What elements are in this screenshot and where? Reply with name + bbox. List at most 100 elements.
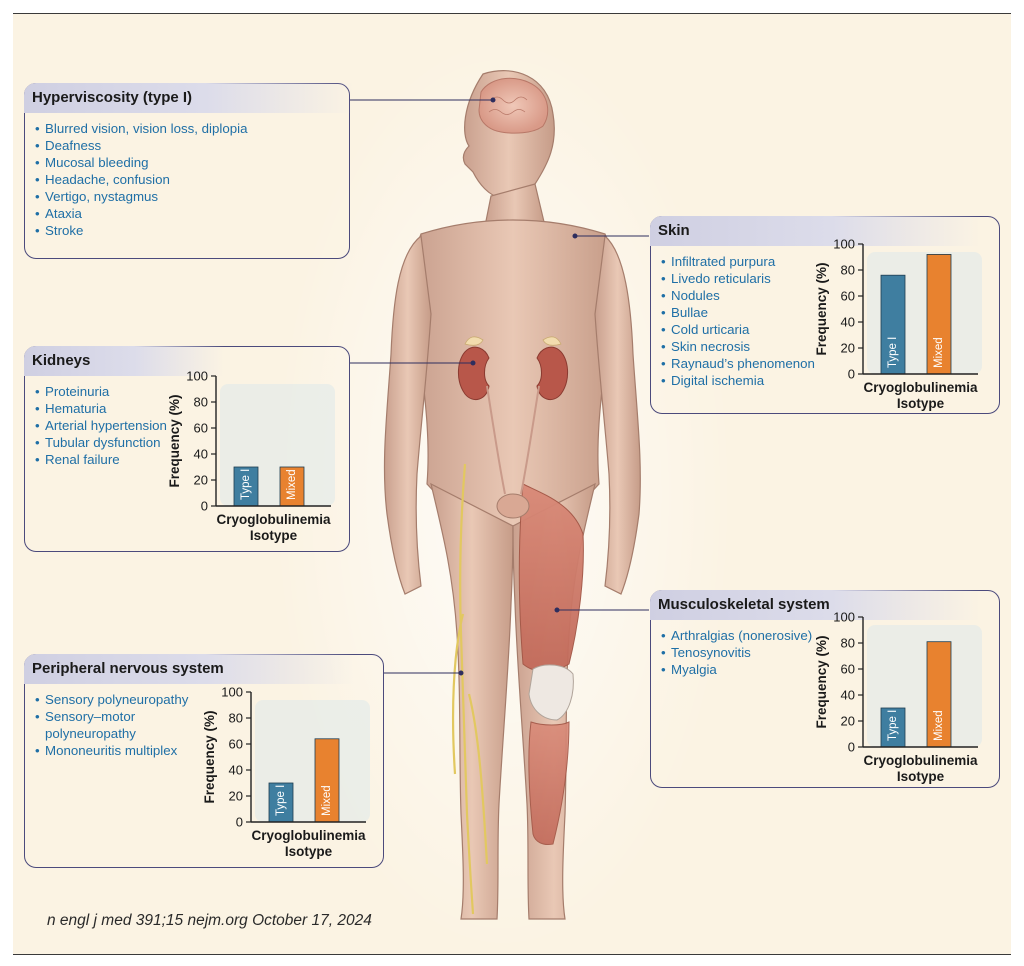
panel-nervous: Peripheral nervous system Sensory polyne… [24, 654, 384, 868]
y-tick-label: 60 [841, 662, 855, 677]
y-tick-label: 0 [236, 815, 243, 830]
chart-musculoskeletal: 0 20 40 60 80 100 Type I Mixed Frequency (%) Cryo… [814, 610, 982, 784]
list-item: Mononeuritis multiplex [35, 742, 188, 759]
calf-muscle [528, 721, 570, 845]
leader-dot-nervous [458, 670, 464, 676]
list-item: Livedo reticularis [661, 270, 815, 287]
y-axis-label: Frequency (%) [167, 394, 182, 487]
y-tick-label: 40 [194, 447, 208, 462]
x-axis-label: Cryoglobulinemia Isotype [251, 828, 366, 859]
symptom-list-kidneys: Proteinuria Hematuria Arterial hypertens… [35, 383, 167, 468]
y-tick-label: 80 [841, 636, 855, 651]
y-tick-label: 0 [201, 499, 208, 514]
list-item: Mucosal bleeding [35, 154, 248, 171]
citation: n engl j med 391;15 nejm.org October 17,… [47, 912, 372, 929]
bar-label: Mixed [933, 337, 945, 368]
y-tick-label: 20 [194, 473, 208, 488]
y-tick-label: 20 [841, 341, 855, 356]
leader-lines [349, 97, 649, 676]
y-axis-label: Frequency (%) [202, 710, 217, 803]
panel-title-musculoskeletal: Musculoskeletal system [650, 590, 980, 620]
ureters [486, 385, 540, 495]
y-axis-label: Frequency (%) [814, 262, 829, 355]
y-tick-label: 60 [841, 289, 855, 304]
list-item: Bullae [661, 304, 815, 321]
anatomy-illustration [273, 34, 733, 954]
y-tick-label: 80 [194, 395, 208, 410]
list-item: Digital ischemia [661, 372, 815, 389]
symptom-list-nervous: Sensory polyneuropathy Sensory–motor pol… [35, 691, 188, 759]
list-item: Raynaud’s phenomenon [661, 355, 815, 372]
bladder [496, 493, 530, 519]
sciatic-nerve [451, 463, 489, 915]
y-tick-label: 20 [229, 789, 243, 804]
knee-joint [528, 664, 574, 721]
y-tick-label: 60 [229, 737, 243, 752]
list-item: Sensory–motor [35, 708, 188, 725]
panel-kidneys: Kidneys Proteinuria Hematuria Arterial h… [24, 346, 350, 552]
y-tick-label: 100 [186, 369, 208, 384]
brain-folds [488, 96, 528, 115]
y-tick-label: 100 [221, 685, 243, 700]
bar-type-i [880, 707, 906, 748]
bar-mixed [926, 641, 952, 748]
list-item: Renal failure [35, 451, 167, 468]
panel-title-skin: Skin [650, 216, 980, 246]
chart-kidneys: 0 20 40 60 80 100 Type I Mixed Frequency (%) Cryo… [167, 369, 335, 543]
panel-title-hyperviscosity: Hyperviscosity (type I) [24, 83, 354, 113]
bar-mixed [279, 466, 305, 507]
left-arm [383, 234, 432, 595]
chart-skin: 0 20 40 60 80 100 Type I Mixed Frequency (%) Cryo… [814, 237, 982, 411]
symptom-list-skin: Infiltrated purpura Livedo reticularis N… [661, 253, 815, 389]
leader-dot-skin [572, 233, 578, 239]
torso [412, 219, 614, 527]
bar-label: Type I [887, 337, 899, 368]
list-item: Sensory polyneuropathy [35, 691, 188, 708]
kidney-left [458, 346, 490, 401]
bar-label: Mixed [286, 469, 298, 500]
list-item: Skin necrosis [661, 338, 815, 355]
list-item: Ataxia [35, 205, 248, 222]
leader-dot-kidneys [470, 360, 476, 366]
panel-title-kidneys: Kidneys [24, 346, 224, 376]
x-axis-label: Cryoglobulinemia Isotype [863, 753, 978, 784]
figure-frame: Hyperviscosity (type I) Blurred vision, … [13, 13, 1011, 955]
kidney-right [536, 346, 568, 401]
y-tick-label: 80 [841, 263, 855, 278]
list-item: Myalgia [661, 661, 812, 678]
list-item: Arterial hypertension [35, 417, 167, 434]
list-item: Hematuria [35, 400, 167, 417]
y-tick-label: 40 [841, 688, 855, 703]
list-item: Infiltrated purpura [661, 253, 815, 270]
y-tick-label: 80 [229, 711, 243, 726]
list-item: Headache, confusion [35, 171, 248, 188]
bar-label: Type I [887, 710, 899, 741]
bar-mixed [314, 738, 340, 823]
leader-dot-hyperviscosity [490, 97, 496, 103]
list-item: Nodules [661, 287, 815, 304]
list-item: Tenosynovitis [661, 644, 812, 661]
brain [478, 77, 549, 134]
y-tick-label: 100 [833, 237, 855, 252]
list-item: Tubular dysfunction [35, 434, 167, 451]
right-arm [594, 234, 641, 595]
list-item: Vertigo, nystagmus [35, 188, 248, 205]
thigh-muscle [518, 483, 584, 672]
bar-type-i [268, 782, 294, 823]
chart-nervous: 0 20 40 60 80 100 Type I Mixed Frequency (%) Cryo… [202, 685, 370, 859]
leader-dot-musculoskeletal [554, 607, 560, 613]
symptom-list-musculoskeletal: Arthralgias (nonerosive) Tenosynovitis M… [661, 627, 812, 678]
bar-label: Mixed [933, 710, 945, 741]
y-tick-label: 40 [229, 763, 243, 778]
y-tick-label: 0 [848, 740, 855, 755]
list-item: Arthralgias (nonerosive) [661, 627, 812, 644]
adrenal-right [542, 336, 562, 346]
y-tick-label: 40 [841, 315, 855, 330]
adrenal-left [464, 336, 484, 346]
list-item: Blurred vision, vision loss, diplopia [35, 120, 248, 137]
bar-label: Type I [240, 469, 252, 500]
y-axis-label: Frequency (%) [814, 635, 829, 728]
y-tick-label: 60 [194, 421, 208, 436]
bar-type-i [880, 274, 906, 375]
bar-label: Type I [275, 785, 287, 816]
